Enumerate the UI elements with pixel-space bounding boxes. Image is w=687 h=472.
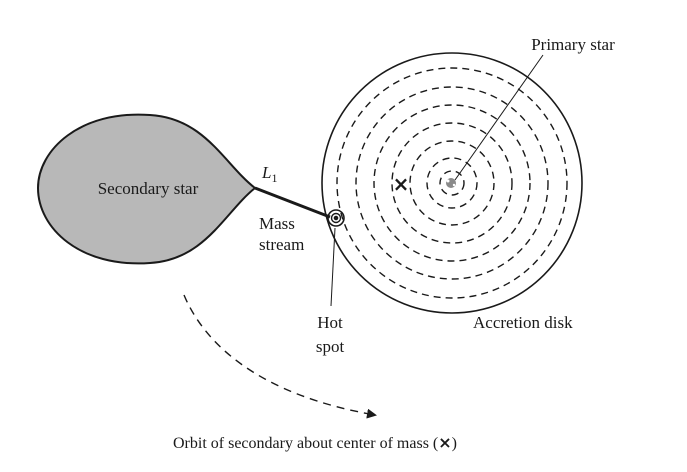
hot-spot-pointer [330, 227, 336, 307]
accretion-disk-label: Accretion disk [473, 313, 573, 332]
orbit-arrow [183, 294, 377, 419]
secondary-star-lobe [36, 113, 257, 265]
disk-ring-7 [439, 170, 465, 196]
disk-ring-6 [426, 157, 478, 209]
disk-ring-1 [336, 67, 568, 299]
accretion-disk-outer [321, 52, 583, 314]
disk-ring-2 [355, 86, 549, 280]
spot-label: spot [316, 337, 345, 356]
primary-star-pointer [454, 54, 544, 181]
hot-label: Hot [317, 313, 343, 332]
secondary-star-label: Secondary star [98, 179, 199, 198]
stream-label: stream [259, 235, 304, 254]
hot-spot [327, 209, 345, 227]
l1-label: L1 [261, 163, 277, 185]
mass-stream-line [254, 186, 331, 219]
orbit-caption: Orbit of secondary about center of mass … [173, 433, 457, 452]
mass-label: Mass [259, 214, 295, 233]
disk-ring-4 [391, 122, 513, 244]
center-of-mass-marker: × [393, 172, 410, 196]
disk-ring-5 [409, 140, 495, 226]
primary-star [446, 178, 456, 188]
disk-ring-3 [373, 104, 531, 262]
accretion-disk-rings [336, 67, 568, 299]
primary-star-label: Primary star [531, 35, 615, 54]
